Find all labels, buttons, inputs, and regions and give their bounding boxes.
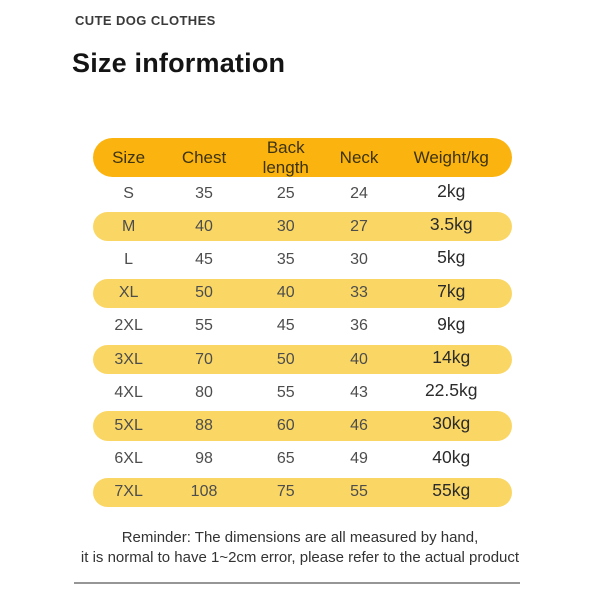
- table-row: 7XL 108 75 55 55kg: [93, 476, 512, 509]
- size-table: Size Chest Back length Neck Weight/kg S 3…: [93, 138, 512, 509]
- cell-neck: 49: [350, 450, 368, 468]
- cell-size: 3XL: [114, 350, 143, 368]
- cell-neck: 33: [350, 284, 368, 302]
- column-header-weight: Weight/kg: [413, 147, 489, 167]
- cell-weight: 2kg: [437, 181, 466, 202]
- cell-chest: 35: [195, 184, 213, 202]
- cell-back-length: 50: [276, 350, 295, 368]
- column-header-neck: Neck: [339, 147, 379, 167]
- cell-chest: 40: [195, 217, 213, 235]
- cell-size: 7XL: [114, 483, 143, 501]
- brand-label: CUTE DOG CLOTHES: [75, 13, 216, 28]
- table-row: 3XL 70 50 40 14kg: [93, 343, 512, 376]
- table-row: 4XL 80 55 43 22.5kg: [93, 376, 512, 409]
- cell-size: M: [121, 217, 136, 235]
- cell-size: 6XL: [114, 450, 143, 468]
- table-row: 2XL 55 45 36 9kg: [93, 310, 512, 343]
- cell-size: XL: [118, 284, 139, 302]
- cell-chest: 55: [195, 317, 213, 335]
- cell-neck: 30: [350, 250, 368, 268]
- cell-back-length: 60: [276, 416, 295, 434]
- table-row: L 45 35 30 5kg: [93, 243, 512, 276]
- table-body: S 35 25 24 2kg M 40 30 27 3.5kg L 45 35 30 5kg XL 50 40 33…: [93, 177, 512, 509]
- cell-weight: 22.5kg: [424, 380, 478, 401]
- cell-neck: 27: [350, 217, 368, 235]
- cell-back-length: 40: [276, 284, 295, 302]
- cell-weight: 55kg: [432, 479, 471, 500]
- cell-back-length: 45: [276, 317, 295, 335]
- cell-chest: 45: [195, 250, 213, 268]
- cell-chest: 108: [190, 483, 218, 501]
- cell-neck: 43: [350, 383, 368, 401]
- reminder-line-2: it is normal to have 1~2cm error, please…: [80, 549, 520, 566]
- cell-back-length: 65: [276, 450, 295, 468]
- cell-size: S: [123, 184, 134, 202]
- reminder-note: Reminder: The dimensions are all measure…: [0, 528, 600, 568]
- cell-chest: 88: [195, 416, 213, 434]
- cell-chest: 80: [195, 383, 213, 401]
- cell-chest: 50: [195, 284, 213, 302]
- page-title: Size information: [72, 48, 286, 78]
- table-row: S 35 25 24 2kg: [93, 177, 512, 210]
- cell-chest: 98: [195, 450, 213, 468]
- column-header-chest: Chest: [181, 147, 227, 167]
- column-header-size: Size: [112, 147, 146, 167]
- bottom-divider: [74, 582, 520, 584]
- cell-back-length: 35: [276, 250, 295, 268]
- cell-weight: 9kg: [437, 313, 466, 334]
- cell-neck: 55: [350, 483, 368, 501]
- cell-size: L: [124, 250, 134, 268]
- cell-back-length: 25: [276, 184, 295, 202]
- cell-weight: 30kg: [432, 413, 471, 434]
- column-header-back-length: Back length: [262, 137, 309, 177]
- table-row: 5XL 88 60 46 30kg: [93, 409, 512, 442]
- table-row: 6XL 98 65 49 40kg: [93, 443, 512, 476]
- table-row: XL 50 40 33 7kg: [93, 277, 512, 310]
- cell-weight: 14kg: [432, 347, 471, 368]
- cell-weight: 3.5kg: [429, 214, 473, 235]
- cell-neck: 24: [350, 184, 368, 202]
- cell-weight: 5kg: [437, 247, 466, 268]
- cell-neck: 40: [350, 350, 368, 368]
- cell-back-length: 30: [276, 217, 295, 235]
- cell-size: 2XL: [114, 317, 143, 335]
- cell-chest: 70: [195, 350, 213, 368]
- cell-size: 4XL: [114, 383, 143, 401]
- cell-weight: 7kg: [437, 280, 466, 301]
- table-row: M 40 30 27 3.5kg: [93, 210, 512, 243]
- cell-neck: 46: [350, 416, 368, 434]
- reminder-line-1: Reminder: The dimensions are all measure…: [121, 529, 479, 546]
- cell-back-length: 75: [276, 483, 295, 501]
- cell-weight: 40kg: [432, 446, 471, 467]
- cell-neck: 36: [350, 317, 368, 335]
- cell-size: 5XL: [114, 416, 143, 434]
- cell-back-length: 55: [276, 383, 295, 401]
- table-header-row: Size Chest Back length Neck Weight/kg: [93, 138, 512, 177]
